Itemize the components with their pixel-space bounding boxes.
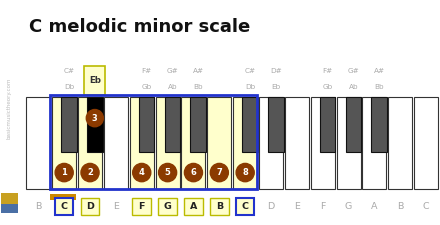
Bar: [414, 97, 438, 189]
Text: Eb: Eb: [89, 76, 101, 85]
Bar: [139, 97, 154, 152]
Text: A: A: [371, 202, 378, 211]
Circle shape: [55, 163, 73, 182]
FancyBboxPatch shape: [158, 198, 177, 215]
Bar: [78, 97, 102, 189]
Bar: [52, 97, 76, 189]
Bar: [363, 97, 386, 189]
Text: F#: F#: [141, 68, 152, 74]
Text: A#: A#: [374, 68, 385, 74]
Bar: [26, 97, 50, 189]
Bar: [87, 97, 103, 152]
Text: G#: G#: [166, 68, 178, 74]
Text: Bb: Bb: [194, 84, 203, 90]
Circle shape: [236, 163, 254, 182]
Text: Gb: Gb: [141, 84, 152, 90]
Text: F#: F#: [323, 68, 333, 74]
Bar: [50, 194, 76, 200]
FancyBboxPatch shape: [184, 198, 203, 215]
Bar: [259, 97, 283, 189]
Text: A#: A#: [193, 68, 204, 74]
Bar: [104, 97, 128, 189]
Bar: [346, 97, 361, 152]
Text: G: G: [345, 202, 352, 211]
Text: 8: 8: [242, 168, 248, 177]
Text: B: B: [397, 202, 403, 211]
Bar: [207, 97, 231, 189]
Bar: [1, 204, 18, 213]
FancyBboxPatch shape: [236, 198, 254, 215]
Text: E: E: [113, 202, 119, 211]
Text: C: C: [423, 202, 429, 211]
Text: C#: C#: [63, 68, 74, 74]
Circle shape: [210, 163, 228, 182]
Bar: [61, 97, 77, 152]
Bar: [233, 97, 257, 189]
Text: C#: C#: [244, 68, 256, 74]
Text: D: D: [86, 202, 94, 211]
Text: F: F: [139, 202, 145, 211]
Text: A: A: [190, 202, 197, 211]
Text: basicmusictheory.com: basicmusictheory.com: [7, 77, 12, 139]
Text: D#: D#: [270, 68, 282, 74]
Text: Db: Db: [64, 84, 74, 90]
Text: 5: 5: [165, 168, 171, 177]
Bar: [285, 97, 309, 189]
Text: F: F: [320, 202, 326, 211]
Text: 7: 7: [216, 168, 222, 177]
Circle shape: [184, 163, 202, 182]
Bar: [311, 97, 335, 189]
Bar: [50, 95, 257, 189]
Bar: [337, 97, 361, 189]
Circle shape: [158, 163, 176, 182]
Text: Bb: Bb: [374, 84, 384, 90]
Text: C: C: [242, 202, 249, 211]
Bar: [371, 97, 387, 152]
Bar: [1, 193, 18, 204]
Text: 4: 4: [139, 168, 145, 177]
Circle shape: [81, 163, 99, 182]
Bar: [130, 97, 154, 189]
Text: 1: 1: [61, 168, 67, 177]
FancyBboxPatch shape: [84, 66, 106, 95]
FancyBboxPatch shape: [55, 198, 73, 215]
Text: 6: 6: [191, 168, 196, 177]
Bar: [242, 97, 258, 152]
Circle shape: [133, 163, 151, 182]
Bar: [268, 97, 283, 152]
Text: B: B: [216, 202, 223, 211]
FancyBboxPatch shape: [132, 198, 151, 215]
Text: 2: 2: [87, 168, 93, 177]
Text: C melodic minor scale: C melodic minor scale: [29, 18, 251, 36]
Bar: [156, 97, 180, 189]
Text: C: C: [61, 202, 68, 211]
Bar: [181, 97, 205, 189]
Text: G#: G#: [348, 68, 359, 74]
Bar: [320, 97, 335, 152]
Text: Ab: Ab: [348, 84, 358, 90]
Text: G: G: [164, 202, 172, 211]
Bar: [388, 97, 412, 189]
Circle shape: [86, 110, 103, 127]
Text: Eb: Eb: [271, 84, 280, 90]
FancyBboxPatch shape: [81, 198, 99, 215]
Text: Ab: Ab: [168, 84, 177, 90]
Text: D: D: [268, 202, 275, 211]
Bar: [165, 97, 180, 152]
Bar: [191, 97, 206, 152]
Text: Db: Db: [245, 84, 255, 90]
FancyBboxPatch shape: [210, 198, 229, 215]
Text: 3: 3: [92, 114, 98, 123]
Text: Gb: Gb: [323, 84, 333, 90]
Text: E: E: [294, 202, 300, 211]
Text: B: B: [35, 202, 41, 211]
